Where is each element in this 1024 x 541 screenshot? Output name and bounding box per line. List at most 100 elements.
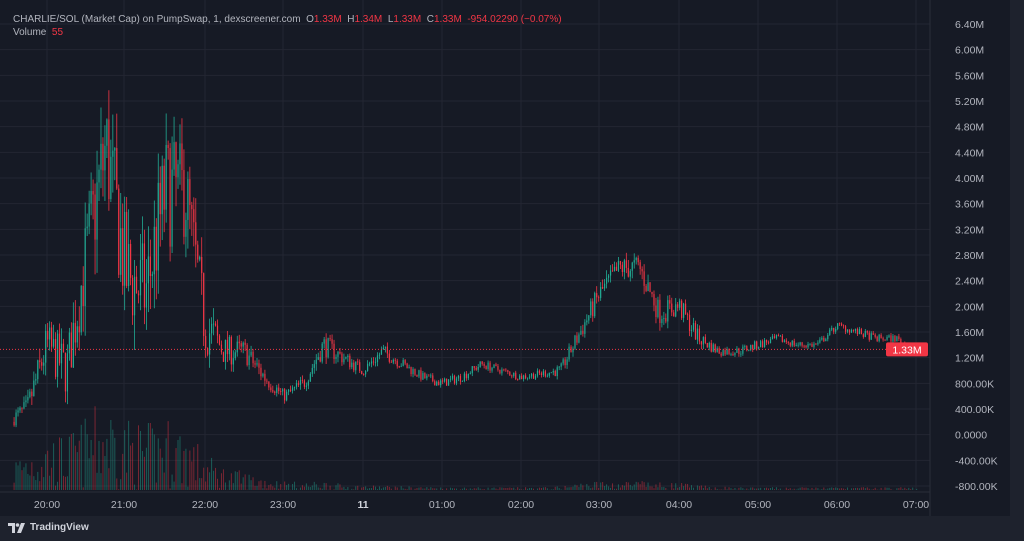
volume-bar <box>896 488 898 490</box>
candle-body <box>398 366 400 368</box>
candle-body <box>521 375 523 380</box>
volume-bar <box>185 448 187 490</box>
candle-body <box>507 370 509 372</box>
candle-body <box>842 325 845 327</box>
candle-body <box>329 338 331 340</box>
chart-panel[interactable]: 6.40M 6.00M 5.60M 5.20M 4.80M 4.40M 4.00M 3.60M… <box>0 0 1010 516</box>
volume-bar <box>582 485 584 490</box>
volume-bar <box>625 481 627 490</box>
volume-bar <box>706 488 708 490</box>
volume-bar <box>837 488 839 490</box>
candle-body <box>374 361 377 363</box>
volume-bar <box>341 487 343 490</box>
candle-body <box>801 342 803 346</box>
candle-body <box>534 375 537 379</box>
volume-bar <box>60 438 62 490</box>
candle-body <box>29 391 31 398</box>
candle-body <box>483 363 485 366</box>
volume-bar <box>604 485 606 490</box>
candle-body <box>297 383 300 385</box>
volume-bar <box>696 485 698 490</box>
candle-body <box>600 287 602 298</box>
volume-bar <box>536 488 538 490</box>
volume-bar <box>31 462 33 490</box>
candle-body <box>177 164 179 178</box>
volume-bar <box>477 487 479 490</box>
candle-body <box>116 148 118 189</box>
volume-bar <box>53 443 55 490</box>
candle-body <box>58 333 61 364</box>
candle-body <box>315 359 317 365</box>
volume-bar <box>766 487 768 490</box>
candle-body <box>679 300 681 308</box>
candle-body <box>752 345 754 350</box>
volume-bar <box>469 488 471 490</box>
candle-body <box>56 333 59 377</box>
volume-bar <box>363 486 365 490</box>
candlestick-chart[interactable]: 6.40M 6.00M 5.60M 5.20M 4.80M 4.40M 4.00M 3.60M… <box>0 0 1010 516</box>
candle-body <box>880 334 882 339</box>
open-label: O <box>306 14 314 25</box>
volume-bar <box>203 467 205 490</box>
candle-body <box>785 340 787 342</box>
volume-bar <box>446 488 448 490</box>
candle-body <box>525 375 527 379</box>
candle-body <box>554 371 556 377</box>
volume-bar <box>240 483 242 490</box>
candle-body <box>795 345 797 346</box>
volume-bar <box>637 482 639 490</box>
candle-body <box>582 330 584 334</box>
volume-bar <box>396 487 398 490</box>
volume-bar <box>501 487 503 490</box>
candle-body <box>850 329 853 333</box>
volume-bar <box>608 486 610 490</box>
candle-body <box>775 335 778 338</box>
candle-body <box>623 260 625 273</box>
candle-body <box>384 346 386 348</box>
volume-bar <box>752 487 754 490</box>
volume-bar <box>179 436 181 490</box>
candle-body <box>41 362 43 366</box>
volume-bar <box>187 486 189 490</box>
volume-bar <box>461 488 463 490</box>
candle-body <box>181 143 183 171</box>
volume-bar <box>303 486 305 490</box>
candle-body <box>451 375 454 379</box>
volume-bar <box>454 488 456 490</box>
candle-body <box>866 331 868 333</box>
volume-bar <box>122 453 124 490</box>
tradingview-logo[interactable]: TradingView <box>8 522 89 533</box>
candle-body <box>169 148 171 247</box>
candle-body <box>602 287 604 289</box>
candle-body <box>396 360 398 367</box>
volume-bar <box>890 489 892 490</box>
volume-bar <box>102 442 104 490</box>
candle-body <box>455 378 458 384</box>
candle-body <box>696 328 699 340</box>
volume-bar <box>560 489 562 490</box>
candle-body <box>572 348 574 353</box>
volume-bar <box>574 484 576 490</box>
volume-bar <box>292 483 294 490</box>
candle-body <box>284 389 286 401</box>
volume-bar <box>473 488 475 490</box>
candle-body <box>447 379 450 386</box>
candle-body <box>412 369 414 375</box>
candle-body <box>463 373 465 382</box>
candle-body <box>797 344 799 346</box>
y-tick-label: 3.60M <box>955 199 984 211</box>
candle-body <box>80 285 82 333</box>
candle-body <box>400 365 402 367</box>
candle-body <box>234 352 236 359</box>
candle-body <box>708 342 710 348</box>
volume-bar <box>86 434 88 490</box>
candle-body <box>511 375 513 377</box>
candle-body <box>76 326 78 343</box>
candle-body <box>264 373 266 381</box>
candle-body <box>657 299 659 318</box>
volume-bar <box>483 488 485 490</box>
volume-bar <box>49 475 51 490</box>
volume-bar <box>665 488 667 490</box>
volume-bar <box>337 483 339 490</box>
candle-body <box>584 322 586 334</box>
